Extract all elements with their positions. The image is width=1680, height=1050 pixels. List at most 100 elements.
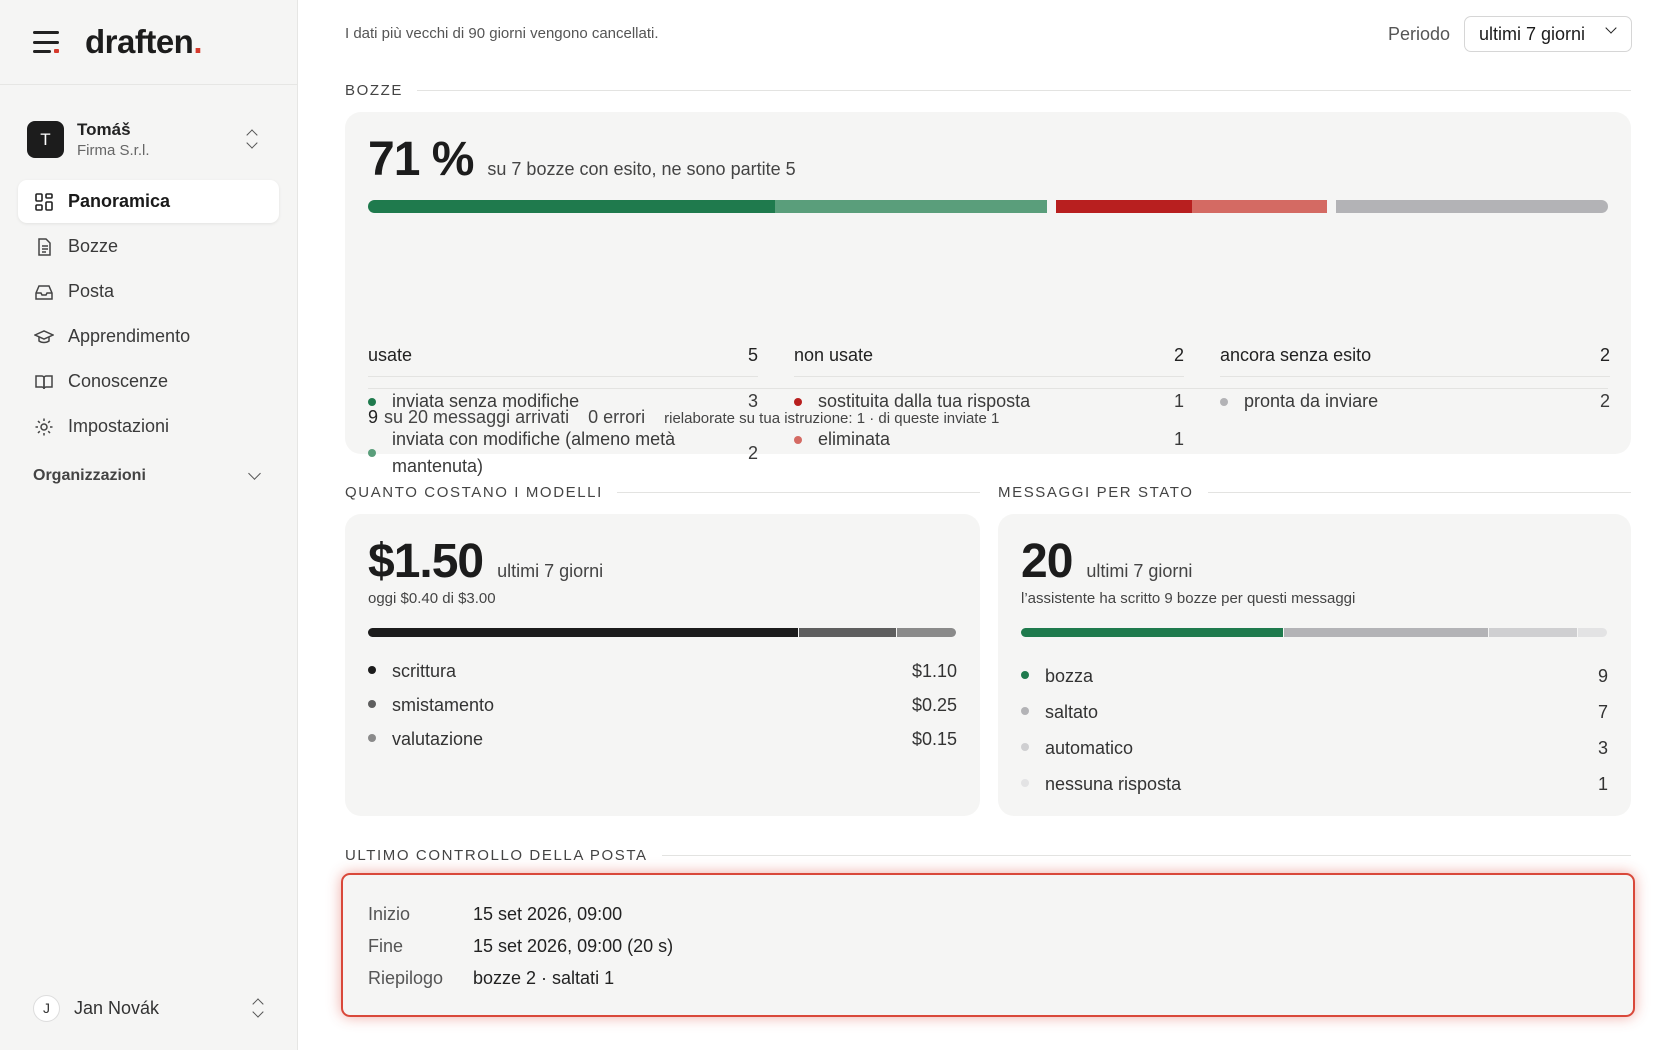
section-title-mailcheck: ULTIMO CONTROLLO DELLA POSTA bbox=[345, 847, 1631, 864]
document-icon bbox=[38, 237, 51, 256]
chevron-down-icon bbox=[248, 467, 261, 480]
costs-today: oggi $0.40 di $3.00 bbox=[368, 590, 496, 607]
row-key: Fine bbox=[368, 935, 404, 956]
gear-icon bbox=[35, 418, 53, 435]
messages-progress-bar bbox=[1021, 628, 1608, 637]
group-label: non usate bbox=[794, 345, 874, 365]
bar-segment bbox=[1284, 628, 1489, 637]
period-label: Periodo bbox=[1387, 23, 1450, 44]
status-dot bbox=[794, 435, 802, 444]
user-menu[interactable]: J Jan Novák bbox=[33, 994, 269, 1022]
retention-info: I dati più vecchi di 90 giorni vengono c… bbox=[345, 25, 659, 42]
organizations-toggle[interactable]: Organizzazioni bbox=[33, 467, 263, 485]
drafts-card: 71 % su 7 bozze con esito, ne sono parti… bbox=[345, 112, 1631, 476]
status-dot bbox=[1220, 397, 1228, 406]
item-label: valutazione bbox=[368, 729, 483, 750]
list-item: valutazione $0.15 bbox=[368, 722, 957, 756]
list-item: saltato 7 bbox=[1021, 694, 1608, 730]
nav-label: Conoscenze bbox=[68, 371, 169, 391]
nav-label: Apprendimento bbox=[68, 326, 191, 346]
list-item: nessuna risposta 1 bbox=[1021, 766, 1608, 802]
section-title-messages: MESSAGGI PER STATO bbox=[998, 484, 1631, 501]
bar-segment bbox=[1577, 628, 1607, 637]
bar-segment bbox=[368, 628, 798, 637]
item-count: 2 bbox=[747, 442, 758, 463]
item-label: inviata con modifiche (almeno metà mante… bbox=[392, 429, 676, 476]
row-value: 15 set 2026, 09:00 (20 s) bbox=[473, 935, 674, 956]
account-name: Tomáš bbox=[77, 119, 131, 139]
organizations-label: Organizzazioni bbox=[33, 467, 146, 484]
bar-segment bbox=[1021, 628, 1284, 637]
list-item: pronta da inviare 2 bbox=[1220, 388, 1610, 415]
messages-list: bozza 9 saltato 7 automatico 3 nessuna rispost… bbox=[1021, 658, 1608, 802]
list-item: scrittura $1.10 bbox=[368, 654, 957, 688]
list-item: automatico 3 bbox=[1021, 730, 1608, 766]
group-label: usate bbox=[368, 345, 413, 365]
group-count: 5 bbox=[747, 345, 758, 365]
item-value: $0.25 bbox=[911, 694, 957, 715]
mailcheck-card: Inizio 15 set 2026, 09:00 Fine 15 set 2026… bbox=[341, 873, 1635, 1017]
item-count: 1 bbox=[1173, 391, 1184, 411]
chevron-down-icon bbox=[1605, 22, 1617, 34]
group-count: 2 bbox=[1599, 345, 1610, 365]
mailcheck-row-end: Fine 15 set 2026, 09:00 (20 s) bbox=[368, 930, 673, 962]
book-icon bbox=[35, 374, 53, 389]
item-count: 3 bbox=[747, 391, 758, 411]
costs-total: $1.50 bbox=[368, 535, 484, 588]
group-label: ancora senza esito bbox=[1220, 345, 1372, 365]
brand-logo: draften. bbox=[85, 23, 203, 60]
status-dot bbox=[1021, 670, 1029, 679]
period-filter: Periodo ultimi 7 giorni bbox=[1388, 16, 1632, 52]
status-dot bbox=[794, 397, 802, 406]
main-nav: Panoramica Bozze Posta Apprendimento Con… bbox=[18, 180, 279, 450]
expand-collapse-icon bbox=[245, 129, 259, 149]
costs-period: ultimi 7 giorni bbox=[497, 561, 604, 581]
item-label: smistamento bbox=[368, 695, 494, 716]
nav-item-posta[interactable]: Posta bbox=[18, 270, 279, 313]
row-value: bozze 2 · saltati 1 bbox=[473, 967, 615, 988]
status-dot bbox=[1021, 706, 1029, 715]
list-item: smistamento $0.25 bbox=[368, 688, 957, 722]
bar-segment bbox=[1336, 200, 1608, 213]
drafts-group-used: usate 5 inviata senza modifiche 3 inviata … bbox=[368, 345, 758, 480]
item-label: pronta da inviare bbox=[1244, 391, 1379, 411]
nav-item-panoramica[interactable]: Panoramica bbox=[18, 180, 279, 223]
costs-list: scrittura $1.10 smistamento $0.25 valutazion… bbox=[368, 654, 957, 756]
bar-segment bbox=[368, 200, 776, 213]
section-title-costs: QUANTO COSTANO I MODELLI bbox=[345, 484, 980, 501]
nav-label: Bozze bbox=[68, 236, 119, 256]
section-title-text: MESSAGGI PER STATO bbox=[998, 484, 1194, 501]
status-dot bbox=[368, 665, 376, 674]
item-label: saltato bbox=[1021, 702, 1098, 723]
nav-item-bozze[interactable]: Bozze bbox=[18, 225, 279, 268]
nav-item-conoscenze[interactable]: Conoscenze bbox=[18, 360, 279, 403]
drafts-group-unused: non usate 2 sostituita dalla tua risposta… bbox=[794, 345, 1184, 453]
account-switcher[interactable]: T Tomáš Firma S.r.l. bbox=[27, 117, 277, 162]
messages-note: l’assistente ha scritto 9 bozze per ques… bbox=[1021, 590, 1356, 607]
bar-segment bbox=[775, 200, 1047, 213]
drafts-progress-bar bbox=[368, 200, 1608, 213]
menu-icon[interactable] bbox=[33, 31, 59, 53]
mailcheck-row-start: Inizio 15 set 2026, 09:00 bbox=[368, 898, 673, 930]
period-select-value: ultimi 7 giorni bbox=[1479, 23, 1586, 44]
arrived-text: su 20 messaggi arrivati bbox=[384, 407, 570, 427]
item-label: inviata senza modifiche bbox=[392, 391, 580, 411]
section-title-text: QUANTO COSTANO I MODELLI bbox=[345, 484, 603, 501]
period-select[interactable]: ultimi 7 giorni bbox=[1464, 16, 1632, 52]
user-avatar: J bbox=[33, 994, 60, 1022]
row-value: 15 set 2026, 09:00 bbox=[473, 903, 623, 924]
item-value: 1 bbox=[1597, 773, 1608, 794]
item-label: nessuna risposta bbox=[1021, 774, 1181, 795]
user-name: Jan Novák bbox=[74, 997, 160, 1018]
item-label: bozza bbox=[1021, 666, 1093, 687]
item-label: automatico bbox=[1021, 738, 1133, 759]
dashboard-icon bbox=[35, 192, 53, 211]
bar-segment bbox=[1489, 628, 1577, 637]
row-key: Inizio bbox=[368, 903, 411, 924]
nav-item-apprendimento[interactable]: Apprendimento bbox=[18, 315, 279, 358]
list-item: eliminata 1 bbox=[794, 426, 1184, 453]
costs-card: $1.50 ultimi 7 giorni oggi $0.40 di $3.0… bbox=[345, 514, 980, 816]
status-dot bbox=[368, 699, 376, 708]
messages-card: 20 ultimi 7 giorni l’assistente ha scrit… bbox=[998, 514, 1631, 816]
nav-item-impostazioni[interactable]: Impostazioni bbox=[18, 405, 279, 448]
